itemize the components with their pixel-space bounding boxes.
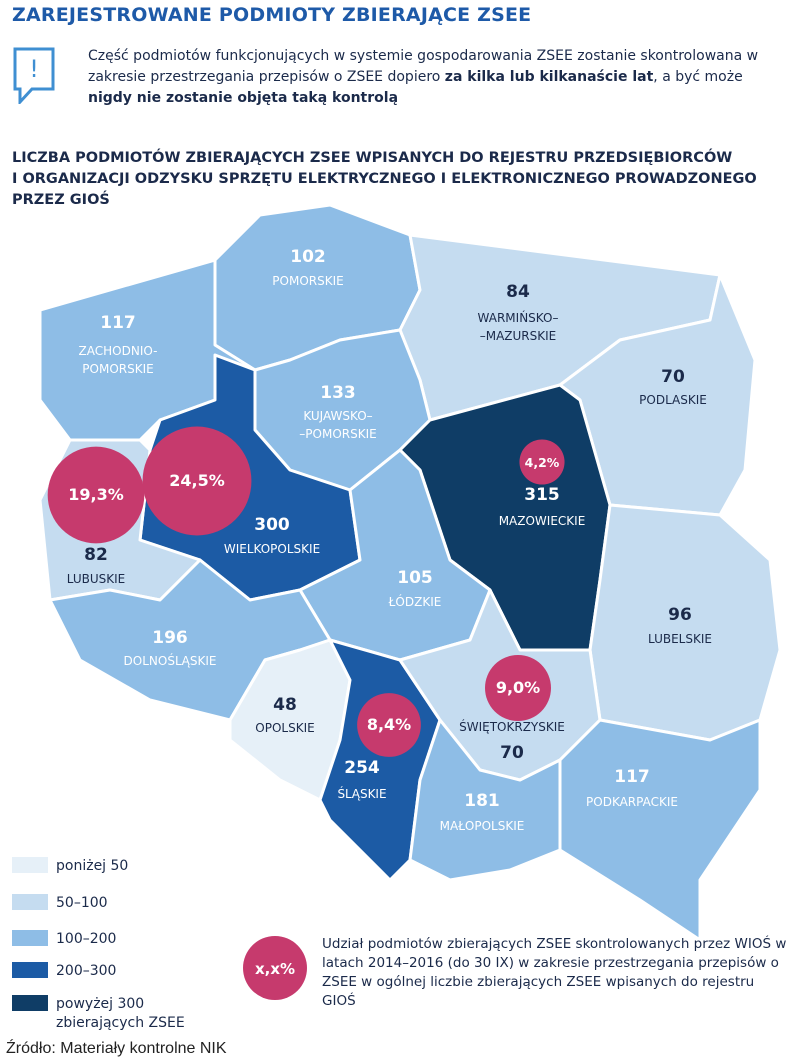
legend-label: powyżej 300 xyxy=(56,996,144,1012)
legend-label: 100–200 xyxy=(56,931,116,947)
region-value: 82 xyxy=(84,545,108,565)
share-bubble xyxy=(47,446,145,544)
share-bubble xyxy=(485,655,551,721)
legend-label: poniżej 50 xyxy=(56,858,128,874)
region-value: 254 xyxy=(344,758,380,778)
legend-swatch xyxy=(12,857,48,873)
legend-swatch xyxy=(12,962,48,978)
share-legend-symbol: x,x% xyxy=(255,960,295,978)
share-bubble xyxy=(142,426,252,536)
legend-swatch xyxy=(12,930,48,946)
region-name: –POMORSKIE xyxy=(299,427,376,441)
region-name: ŚWIĘTOKRZYSKIE xyxy=(459,719,565,734)
map-title-line: PRZEZ GIOŚ xyxy=(12,192,110,208)
map-title: LICZBA PODMIOTÓW ZBIERAJĄCYCH ZSEE WPISA… xyxy=(12,148,757,211)
legend-label: zbierających ZSEE xyxy=(56,1015,185,1031)
map-title-line: LICZBA PODMIOTÓW ZBIERAJĄCYCH ZSEE WPISA… xyxy=(12,150,733,166)
region-name: LUBUSKIE xyxy=(67,572,126,586)
region-name: KUJAWSKO– xyxy=(303,409,372,423)
region-name: POMORSKIE xyxy=(82,362,153,376)
region-value: 133 xyxy=(320,383,356,403)
region-name: MAŁOPOLSKIE xyxy=(440,819,525,833)
region-name: WARMIŃSKO– xyxy=(478,310,559,325)
region-value: 105 xyxy=(397,568,433,588)
region-name: MAZOWIECKIE xyxy=(499,514,586,528)
region-value: 96 xyxy=(668,605,692,625)
region-value: 300 xyxy=(254,515,290,535)
region-value: 70 xyxy=(500,743,524,763)
share-label: 24,5% xyxy=(169,471,225,490)
legend-swatch xyxy=(12,894,48,910)
region-value: 70 xyxy=(661,367,685,387)
legend-label: 200–300 xyxy=(56,963,116,979)
note-segment: Część podmiotów funkcjonujących w system… xyxy=(88,48,759,85)
region-value: 102 xyxy=(290,247,326,267)
note-segment: nigdy nie zostanie objęta taką kontrolą xyxy=(88,90,399,106)
region-name: POMORSKIE xyxy=(272,274,343,288)
region xyxy=(558,718,762,942)
share-bubble xyxy=(519,439,565,485)
share-legend-bubble xyxy=(243,936,307,1000)
region-name: ZACHODNIO- xyxy=(79,344,158,358)
page-title: ZAREJESTROWANE PODMIOTY ZBIERAJĄCE ZSEE xyxy=(12,4,532,26)
share-label: 9,0% xyxy=(496,678,540,697)
region-value: 48 xyxy=(273,695,297,715)
note-icon-frame xyxy=(13,47,55,104)
note-segment: , a być może xyxy=(653,69,743,85)
region-name: –MAZURSKIE xyxy=(480,329,557,343)
legend-label: 50–100 xyxy=(56,895,108,911)
region-name: ŚLĄSKIE xyxy=(337,786,386,801)
region-value: 117 xyxy=(614,767,650,787)
region-value: 196 xyxy=(152,628,188,648)
legend-swatch xyxy=(12,995,48,1011)
region-name: DOLNOŚLĄSKIE xyxy=(124,653,217,668)
region-value: 84 xyxy=(506,282,530,302)
region-value: 117 xyxy=(100,313,136,333)
share-label: 8,4% xyxy=(367,715,411,734)
region-value: 181 xyxy=(464,791,500,811)
map-title-line: I ORGANIZACJI ODZYSKU SPRZĘTU ELEKTRYCZN… xyxy=(12,171,757,187)
share-legend-text: Udział podmiotów zbierających ZSEE skont… xyxy=(322,936,787,1009)
source: Źródło: Materiały kontrolne NIK xyxy=(6,1040,227,1057)
note-segment: za kilka lub kilkanaście lat xyxy=(444,69,654,85)
share-label: 4,2% xyxy=(525,455,560,470)
note-icon-symbol: ! xyxy=(29,55,39,83)
region-name: ŁÓDZKIE xyxy=(388,594,442,609)
note-text: Część podmiotów funkcjonujących w system… xyxy=(88,46,778,109)
region-value: 315 xyxy=(524,485,560,505)
region-name: LUBELSKIE xyxy=(648,632,712,646)
region-name: PODLASKIE xyxy=(639,393,707,407)
note-icon: ! xyxy=(13,47,55,104)
region-name: PODKARPACKIE xyxy=(586,795,678,809)
region-name: WIELKOPOLSKIE xyxy=(224,542,320,556)
region-name: OPOLSKIE xyxy=(255,721,314,735)
share-bubble xyxy=(357,693,421,757)
share-label: 19,3% xyxy=(68,485,124,504)
region xyxy=(408,718,562,882)
